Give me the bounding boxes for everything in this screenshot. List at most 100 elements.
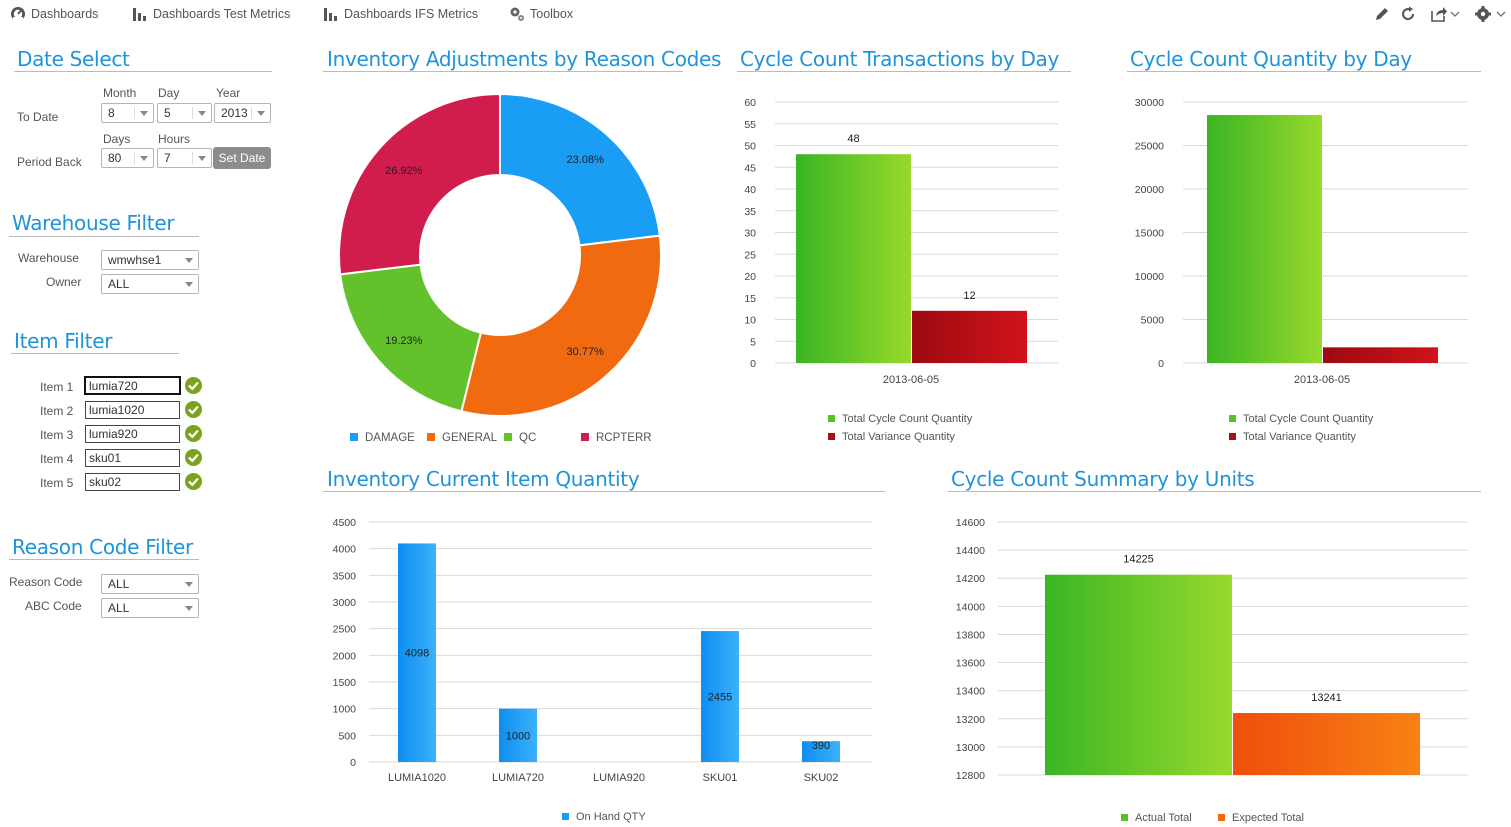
cc_quantity-y-tick-label: 0 [1158,358,1164,370]
edit-button[interactable] [1373,4,1391,24]
item_qty-y-tick-label: 0 [350,757,356,769]
adjustments-legend-label: DAMAGE [365,432,415,444]
adjustments-legend-swatch [504,433,512,441]
nav-toolbox-label: Toolbox [530,7,574,21]
refresh-button[interactable] [1399,4,1417,24]
owner-label: Owner [46,275,82,289]
cc_transactions-y-tick-label: 0 [750,358,756,370]
year-select[interactable]: 2013 [214,103,271,123]
warehouse-select[interactable]: wmwhse1 [101,250,199,270]
warehouse-label: Warehouse [18,251,79,265]
cc_quantity-legend-swatch [1229,415,1236,422]
item-4-valid-check [185,449,202,466]
item-2-label: Item 2 [40,404,74,418]
days-value: 80 [108,151,122,165]
title-divider [9,236,199,237]
item-2-input[interactable] [85,401,180,419]
title-divider [1127,71,1481,72]
item_qty-bar [802,741,840,762]
cc_transactions-legend-label: Total Variance Quantity [842,431,955,443]
checkmark-icon [188,429,199,439]
warehouse-value: wmwhse1 [108,253,162,267]
top-navigation: Dashboards Dashboards Test Metrics Dashb… [0,0,1511,28]
cc_transactions-y-tick-label: 60 [744,97,756,109]
gears-icon [510,7,524,21]
cc_summary-data-label: 13241 [1311,692,1342,704]
settings-button[interactable] [1474,4,1508,24]
nav-dashboards[interactable]: Dashboards [10,5,98,23]
adjustments-slice-label: 26.92% [385,165,423,177]
date-select-title: Date Select [17,47,130,71]
hours-value: 7 [164,151,171,165]
item-4-input[interactable] [85,449,180,467]
item-3-valid-check [185,425,202,442]
item_qty-bar [499,708,537,762]
item_qty-category-label: LUMIA1020 [388,772,446,784]
period-back-label: Period Back [17,155,82,169]
item_qty-category-label: LUMIA920 [593,772,645,784]
reason-code-select[interactable]: ALL [101,574,199,594]
cc_transactions-bar [912,310,1027,363]
to-date-label: To Date [17,110,59,124]
adjustments-legend-swatch [427,433,435,441]
days-select[interactable]: 80 [101,148,154,168]
cc_quantity-bar [1323,347,1438,363]
cc_transactions-y-tick-label: 55 [744,119,756,131]
item_qty-legend-swatch [562,813,569,820]
cc_transactions-y-tick-label: 45 [744,162,756,174]
item-1-valid-check [185,377,202,394]
item_qty-y-tick-label: 2500 [333,624,357,636]
checkmark-icon [188,381,199,391]
item-qty-chart-title: Inventory Current Item Quantity [327,467,640,491]
day-select[interactable]: 5 [157,103,212,123]
cc_summary-legend-swatch [1121,814,1128,821]
chevron-down-icon [185,582,193,587]
month-label: Month [103,86,137,100]
abc-code-select[interactable]: ALL [101,598,199,618]
cc_summary-y-tick-label: 13400 [956,686,985,698]
cc_transactions-bar [796,154,911,363]
share-button[interactable] [1430,4,1462,24]
nav-dashboards-test-metrics[interactable]: Dashboards Test Metrics [132,5,290,23]
owner-select[interactable]: ALL [101,274,199,294]
nav-dashboards-ifs-metrics[interactable]: Dashboards IFS Metrics [323,5,478,23]
cc_quantity-legend-label: Total Cycle Count Quantity [1243,413,1374,425]
cc_transactions-y-tick-label: 35 [744,206,756,218]
cc_summary-legend-label: Actual Total [1135,812,1192,824]
item-3-label: Item 3 [40,428,74,442]
cc_transactions-y-tick-label: 50 [744,141,756,153]
title-divider [323,491,885,492]
item-3-input[interactable] [85,425,180,443]
cc_summary-y-tick-label: 14000 [956,601,985,613]
chevron-down-icon [198,111,206,116]
hours-select[interactable]: 7 [157,148,212,168]
cc_transactions-y-tick-label: 30 [744,228,756,240]
chevron-down-icon [257,111,265,116]
adjustments-chart-title: Inventory Adjustments by Reason Codes [327,47,722,71]
item-1-label: Item 1 [40,380,74,394]
cc_summary-data-label: 14225 [1123,554,1154,566]
refresh-icon [1402,6,1415,21]
adjustments-slice-general [460,234,662,417]
reason-code-label: Reason Code [9,575,83,589]
item-1-input[interactable] [84,376,181,395]
cc_summary-y-tick-label: 13600 [956,658,985,670]
set-date-button[interactable]: Set Date [213,147,271,169]
cc_summary-y-tick-label: 14600 [956,517,985,529]
adjustments-legend-label: RCPTERR [596,432,652,444]
item-5-input[interactable] [85,473,180,491]
title-divider [11,353,179,354]
month-select[interactable]: 8 [101,103,154,123]
cc_transactions-legend-label: Total Cycle Count Quantity [842,413,973,425]
nav-toolbox[interactable]: Toolbox [509,5,573,23]
item_qty-y-tick-label: 1500 [333,677,357,689]
cc_transactions-legend-swatch [828,433,835,440]
adjustments-slice-label: 30.77% [567,346,605,358]
title-divider [14,71,272,72]
dashboard-gauge-icon [11,7,25,21]
adjustments-slice-label: 19.23% [385,335,423,347]
cc_transactions-data-label: 48 [847,133,859,145]
cc-transactions-chart-title: Cycle Count Transactions by Day [740,47,1060,71]
chevron-down-icon [185,606,193,611]
